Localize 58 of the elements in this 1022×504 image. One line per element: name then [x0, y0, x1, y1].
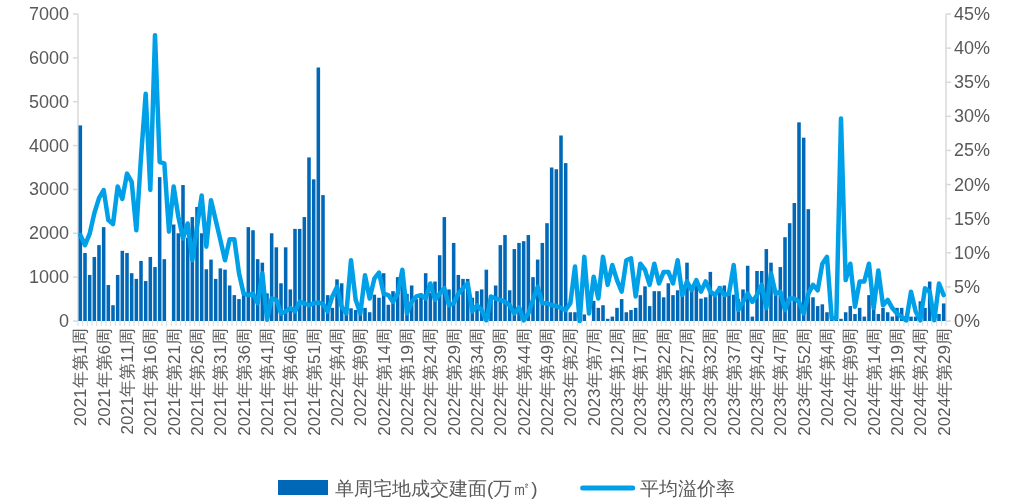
y-tick-label: 1000 — [28, 267, 69, 288]
x-tick-label: 2021年第1周 — [71, 328, 91, 427]
x-tick-label: 2022年第34周 — [468, 328, 487, 436]
x-tick-label: 2023年第2周 — [561, 328, 581, 427]
x-tick-label: 2021年第51周 — [304, 328, 324, 436]
x-tick-label: 2022年第24周 — [421, 328, 441, 436]
x-tick-label: 2023年第7周 — [584, 328, 604, 427]
y2-tick-label: 15% — [954, 208, 991, 229]
x-tick-label: 2024年第29周 — [934, 328, 954, 436]
y2-tick-label: 40% — [954, 38, 991, 59]
x-tick-label: 2021年第31周 — [211, 328, 231, 436]
x-tick-label: 2024年第19周 — [888, 328, 907, 436]
x-tick-label: 2021年第16周 — [141, 328, 161, 436]
x-tick-label: 2022年第9周 — [351, 328, 371, 427]
y-tick-label: 2000 — [28, 223, 69, 244]
x-tick-label: 2024年第24周 — [911, 328, 931, 436]
x-tick-label: 2023年第27周 — [678, 328, 697, 436]
y2-tick-label: 45% — [954, 4, 991, 24]
x-tick-label: 2024年第9周 — [841, 328, 861, 427]
x-tick-label: 2023年第42周 — [748, 328, 767, 436]
x-tick-label: 2021年第21周 — [164, 328, 184, 436]
x-tick-label: 2023年第22周 — [654, 328, 674, 436]
y2-tick-label: 10% — [954, 242, 991, 263]
x-tick-label: 2023年第52周 — [794, 328, 814, 436]
x-tick-label: 2022年第44周 — [514, 328, 534, 436]
legend-label: 单周宅地成交建面(万㎡) — [335, 478, 538, 499]
x-tick-label: 2021年第41周 — [258, 328, 277, 436]
y2-tick-label: 0% — [954, 311, 981, 331]
y2-tick-label: 25% — [954, 140, 991, 161]
x-tick-label: 2021年第6周 — [94, 328, 114, 427]
x-tick-label: 2021年第26周 — [188, 328, 207, 436]
y2-tick-label: 5% — [954, 276, 981, 297]
x-tick-label: 2024年第14周 — [864, 328, 884, 436]
x-tick-label: 2022年第4周 — [328, 328, 347, 427]
x-tick-label: 2024年第4周 — [818, 328, 837, 427]
y-tick-label: 6000 — [28, 47, 69, 68]
y-tick-label: 5000 — [28, 91, 69, 112]
x-tick-label: 2023年第47周 — [771, 328, 791, 436]
y-tick-label: 3000 — [28, 179, 69, 200]
x-tick-label: 2022年第19周 — [398, 328, 417, 436]
x-tick-label: 2023年第12周 — [608, 328, 627, 436]
x-tick-label: 2021年第46周 — [281, 328, 301, 436]
y2-tick-label: 20% — [954, 174, 991, 195]
x-tick-label: 2023年第32周 — [701, 328, 721, 436]
y-tick-label: 7000 — [28, 4, 69, 24]
y-tick-label: 4000 — [28, 135, 69, 156]
x-tick-label: 2023年第17周 — [631, 328, 651, 436]
x-tick-label: 2023年第37周 — [724, 328, 744, 436]
x-tick-label: 2022年第39周 — [491, 328, 511, 436]
y2-tick-label: 30% — [954, 106, 991, 127]
x-tick-label: 2021年第36周 — [234, 328, 254, 436]
x-tick-label: 2022年第49周 — [538, 328, 557, 436]
legend-label: 平均溢价率 — [639, 478, 735, 499]
y-tick-label: 0 — [58, 311, 69, 331]
y2-tick-label: 35% — [954, 72, 991, 93]
x-tick-label: 2021年第11周 — [118, 328, 137, 435]
x-tick-label: 2022年第29周 — [444, 328, 464, 436]
x-tick-label: 2022年第14周 — [374, 328, 394, 436]
